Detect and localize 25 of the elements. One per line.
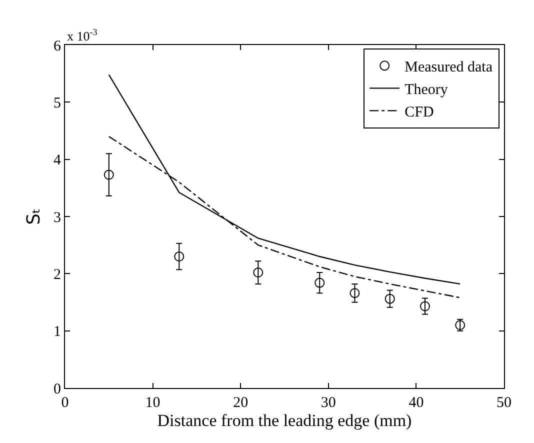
x-tick-label: 40 [408,395,424,411]
point [384,294,395,304]
y-axis-title: Sₜ [24,208,45,225]
legend-label: CFD [404,104,434,121]
x-axis-title: Distance from the leading edge (mm) [157,411,412,430]
x-tick-label: 30 [320,395,336,411]
y-tick-label: 3 [54,210,61,226]
x-tick-label: 10 [145,395,160,411]
y-tick-label: 2 [54,266,61,283]
point [253,268,264,278]
point [314,278,325,288]
x-tick-label: 50 [496,395,512,411]
legend-label: Measured data [404,60,493,76]
y-tick-label: 1 [54,324,61,340]
y-tick-label: 5 [54,95,61,112]
point [420,301,430,312]
y-tick-label: 6 [54,38,62,54]
point [174,252,184,262]
point [104,170,114,180]
y-tick-label: 4 [54,152,62,169]
x-tick-label: 20 [233,395,248,411]
y-tick-label: 0 [54,381,61,398]
point [350,288,360,298]
text: x 10$^{-3}$ [67,27,98,44]
legend-label: Theory [404,82,448,98]
